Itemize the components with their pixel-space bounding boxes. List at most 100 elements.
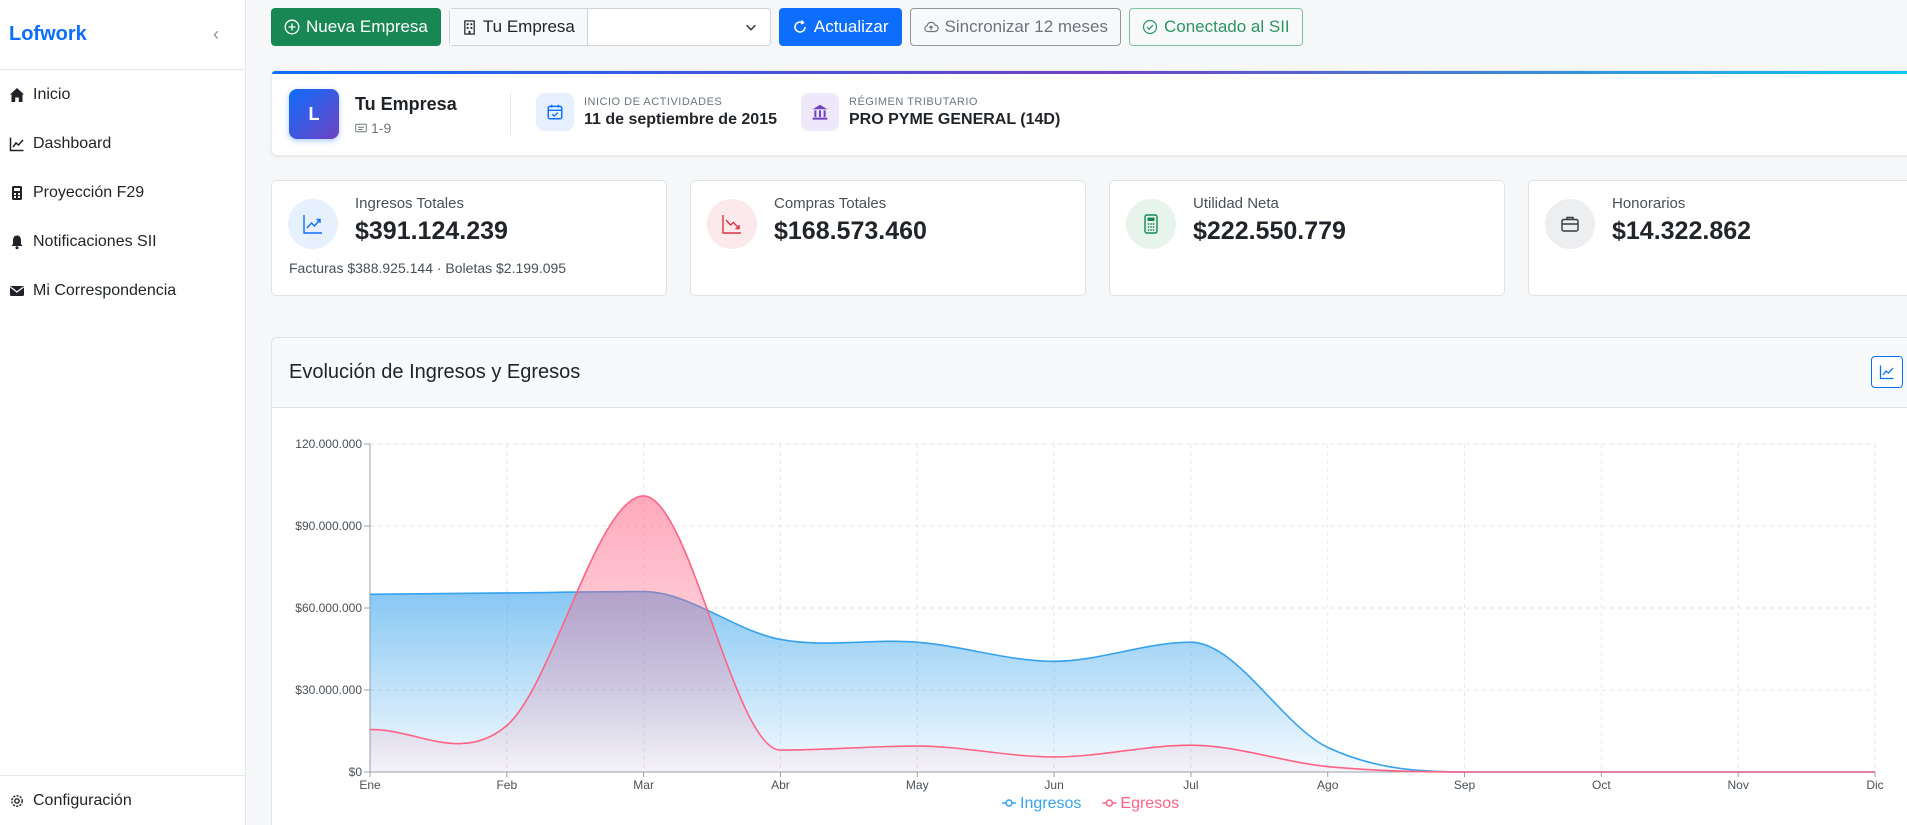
home-icon <box>10 87 24 102</box>
y-tick-label: $0 <box>349 765 363 779</box>
start-activities-block: INICIO DE ACTIVIDADES 11 de septiembre d… <box>536 93 777 131</box>
building-icon <box>464 19 475 35</box>
plus-circle-icon <box>284 19 300 35</box>
company-select-text: Tu Empresa <box>482 17 575 36</box>
stat-value: $14.322.862 <box>1612 217 1752 245</box>
stat-value: $168.573.460 <box>774 217 927 245</box>
x-tick-label: Ago <box>1317 778 1339 792</box>
x-tick-label: Ene <box>359 778 381 792</box>
company-select: Tu Empresa <box>448 8 771 46</box>
tax-regime-block: RÉGIMEN TRIBUTARIO PRO PYME GENERAL (14D… <box>801 93 1060 131</box>
chart-line-icon <box>1879 365 1894 380</box>
sidebar: Lofwork ‹ Inicio Dashboard Proyección F2… <box>0 0 246 825</box>
company-name: Tu Empresa <box>355 94 457 114</box>
y-tick-label: 120.000.000 <box>295 437 362 451</box>
stat-label: Honorarios <box>1612 195 1686 212</box>
chart-card: Evolución de Ingresos y Egresos $0 $30.00… <box>271 337 1907 825</box>
stat-value: $222.550.779 <box>1193 217 1346 245</box>
company-info-card: L Tu Empresa 1-9 INICIO DE ACTIVIDADES 1… <box>271 70 1907 156</box>
x-tick-label: Oct <box>1592 778 1611 792</box>
sidebar-item-dashboard[interactable]: Dashboard <box>0 119 245 168</box>
x-tick-label: Sep <box>1454 778 1476 792</box>
stat-value: $391.124.239 <box>355 217 508 245</box>
sidebar-item-label: Configuración <box>33 791 132 809</box>
update-button[interactable]: Actualizar <box>778 8 902 46</box>
y-tick-label: $60.000.000 <box>295 601 362 615</box>
chart-type-toggle-button[interactable] <box>1871 356 1903 388</box>
trend-down-icon <box>707 199 757 249</box>
chart-title: Evolución de Ingresos y Egresos <box>289 361 581 383</box>
briefcase-icon <box>1545 199 1595 249</box>
y-tick-label: $90.000.000 <box>295 519 362 533</box>
x-tick-label: Feb <box>496 778 517 792</box>
chevron-left-icon[interactable]: ‹ <box>213 24 219 44</box>
sidebar-item-configuracion[interactable]: Configuración <box>0 775 245 825</box>
series-area-egresos <box>370 495 1875 772</box>
start-activities-caption: INICIO DE ACTIVIDADES <box>584 95 723 108</box>
tax-regime-value: PRO PYME GENERAL (14D) <box>849 110 1061 128</box>
bank-icon <box>801 93 839 131</box>
x-tick-label: May <box>906 778 929 792</box>
legend-marker-egresos <box>1105 799 1114 807</box>
check-circle-icon <box>1142 19 1158 35</box>
x-tick-label: Mar <box>633 778 654 792</box>
divider <box>510 93 511 135</box>
sync-label: Sincronizar 12 meses <box>944 17 1108 36</box>
legend-label-ingresos: Ingresos <box>1020 795 1081 812</box>
stat-card-ingresos: Ingresos Totales $391.124.239 Facturas $… <box>271 180 667 296</box>
sidebar-item-label: Proyección F29 <box>33 183 145 201</box>
refresh-icon <box>794 20 806 33</box>
x-tick-label: Abr <box>771 778 790 792</box>
update-label: Actualizar <box>813 17 889 36</box>
sync-button[interactable]: Sincronizar 12 meses <box>909 8 1121 46</box>
sidebar-item-proyeccion-f29[interactable]: Proyección F29 <box>0 168 245 217</box>
chart-header: Evolución de Ingresos y Egresos <box>272 338 1907 408</box>
series-line-egresos <box>369 495 1876 773</box>
cloud-upload-icon <box>923 21 939 33</box>
stat-label: Ingresos Totales <box>355 195 464 212</box>
sidebar-item-mi-correspondencia[interactable]: Mi Correspondencia <box>0 266 245 315</box>
legend-marker-ingresos <box>1005 799 1013 807</box>
company-rut: 1-9 <box>355 120 391 136</box>
calendar-check-icon <box>536 93 574 131</box>
x-tick-label: Jul <box>1183 778 1198 792</box>
company-dropdown[interactable] <box>588 9 770 45</box>
legend-label-egresos: Egresos <box>1120 795 1179 812</box>
gear-icon <box>11 794 23 807</box>
sidebar-item-label: Inicio <box>33 85 71 103</box>
calculator-icon <box>12 185 22 200</box>
tax-regime-caption: RÉGIMEN TRIBUTARIO <box>849 95 978 108</box>
sidebar-item-label: Dashboard <box>33 134 112 152</box>
sidebar-item-inicio[interactable]: Inicio <box>0 70 245 119</box>
bell-icon <box>11 235 23 249</box>
card-accent-bar <box>272 71 1907 74</box>
sidebar-item-label: Notificaciones SII <box>33 232 157 250</box>
id-card-icon <box>355 123 367 133</box>
chart-line-icon <box>9 137 24 151</box>
y-tick-label: $30.000.000 <box>295 683 362 697</box>
brand-bar: Lofwork ‹ <box>0 0 245 70</box>
sii-connected-button[interactable]: Conectado al SII <box>1128 8 1303 46</box>
stat-card-utilidad: Utilidad Neta $222.550.779 <box>1109 180 1505 296</box>
start-activities-value: 11 de septiembre de 2015 <box>584 110 777 128</box>
stat-label: Compras Totales <box>774 195 887 212</box>
x-tick-label: Dic <box>1866 778 1883 792</box>
new-company-label: Nueva Empresa <box>306 17 428 36</box>
x-tick-label: Jun <box>1044 778 1063 792</box>
sidebar-item-label: Mi Correspondencia <box>33 281 177 299</box>
brand-logo[interactable]: Lofwork <box>9 23 87 45</box>
chevron-down-icon <box>745 24 756 31</box>
sii-connected-label: Conectado al SII <box>1163 17 1290 36</box>
calculator-icon <box>1126 199 1176 249</box>
stat-label: Utilidad Neta <box>1193 195 1279 212</box>
stat-card-compras: Compras Totales $168.573.460 <box>690 180 1086 296</box>
envelope-icon <box>10 285 24 296</box>
toolbar: Nueva Empresa Tu Empresa Actualizar Sinc… <box>271 8 1303 46</box>
new-company-button[interactable]: Nueva Empresa <box>271 8 441 46</box>
sidebar-item-notificaciones-sii[interactable]: Notificaciones SII <box>0 217 245 266</box>
company-rut-value: 1-9 <box>371 120 392 136</box>
x-tick-label: Nov <box>1728 778 1749 792</box>
sidebar-nav: Inicio Dashboard Proyección F29 Notifica… <box>0 70 245 315</box>
stat-detail: Facturas $388.925.144 · Boletas $2.199.0… <box>289 260 567 276</box>
